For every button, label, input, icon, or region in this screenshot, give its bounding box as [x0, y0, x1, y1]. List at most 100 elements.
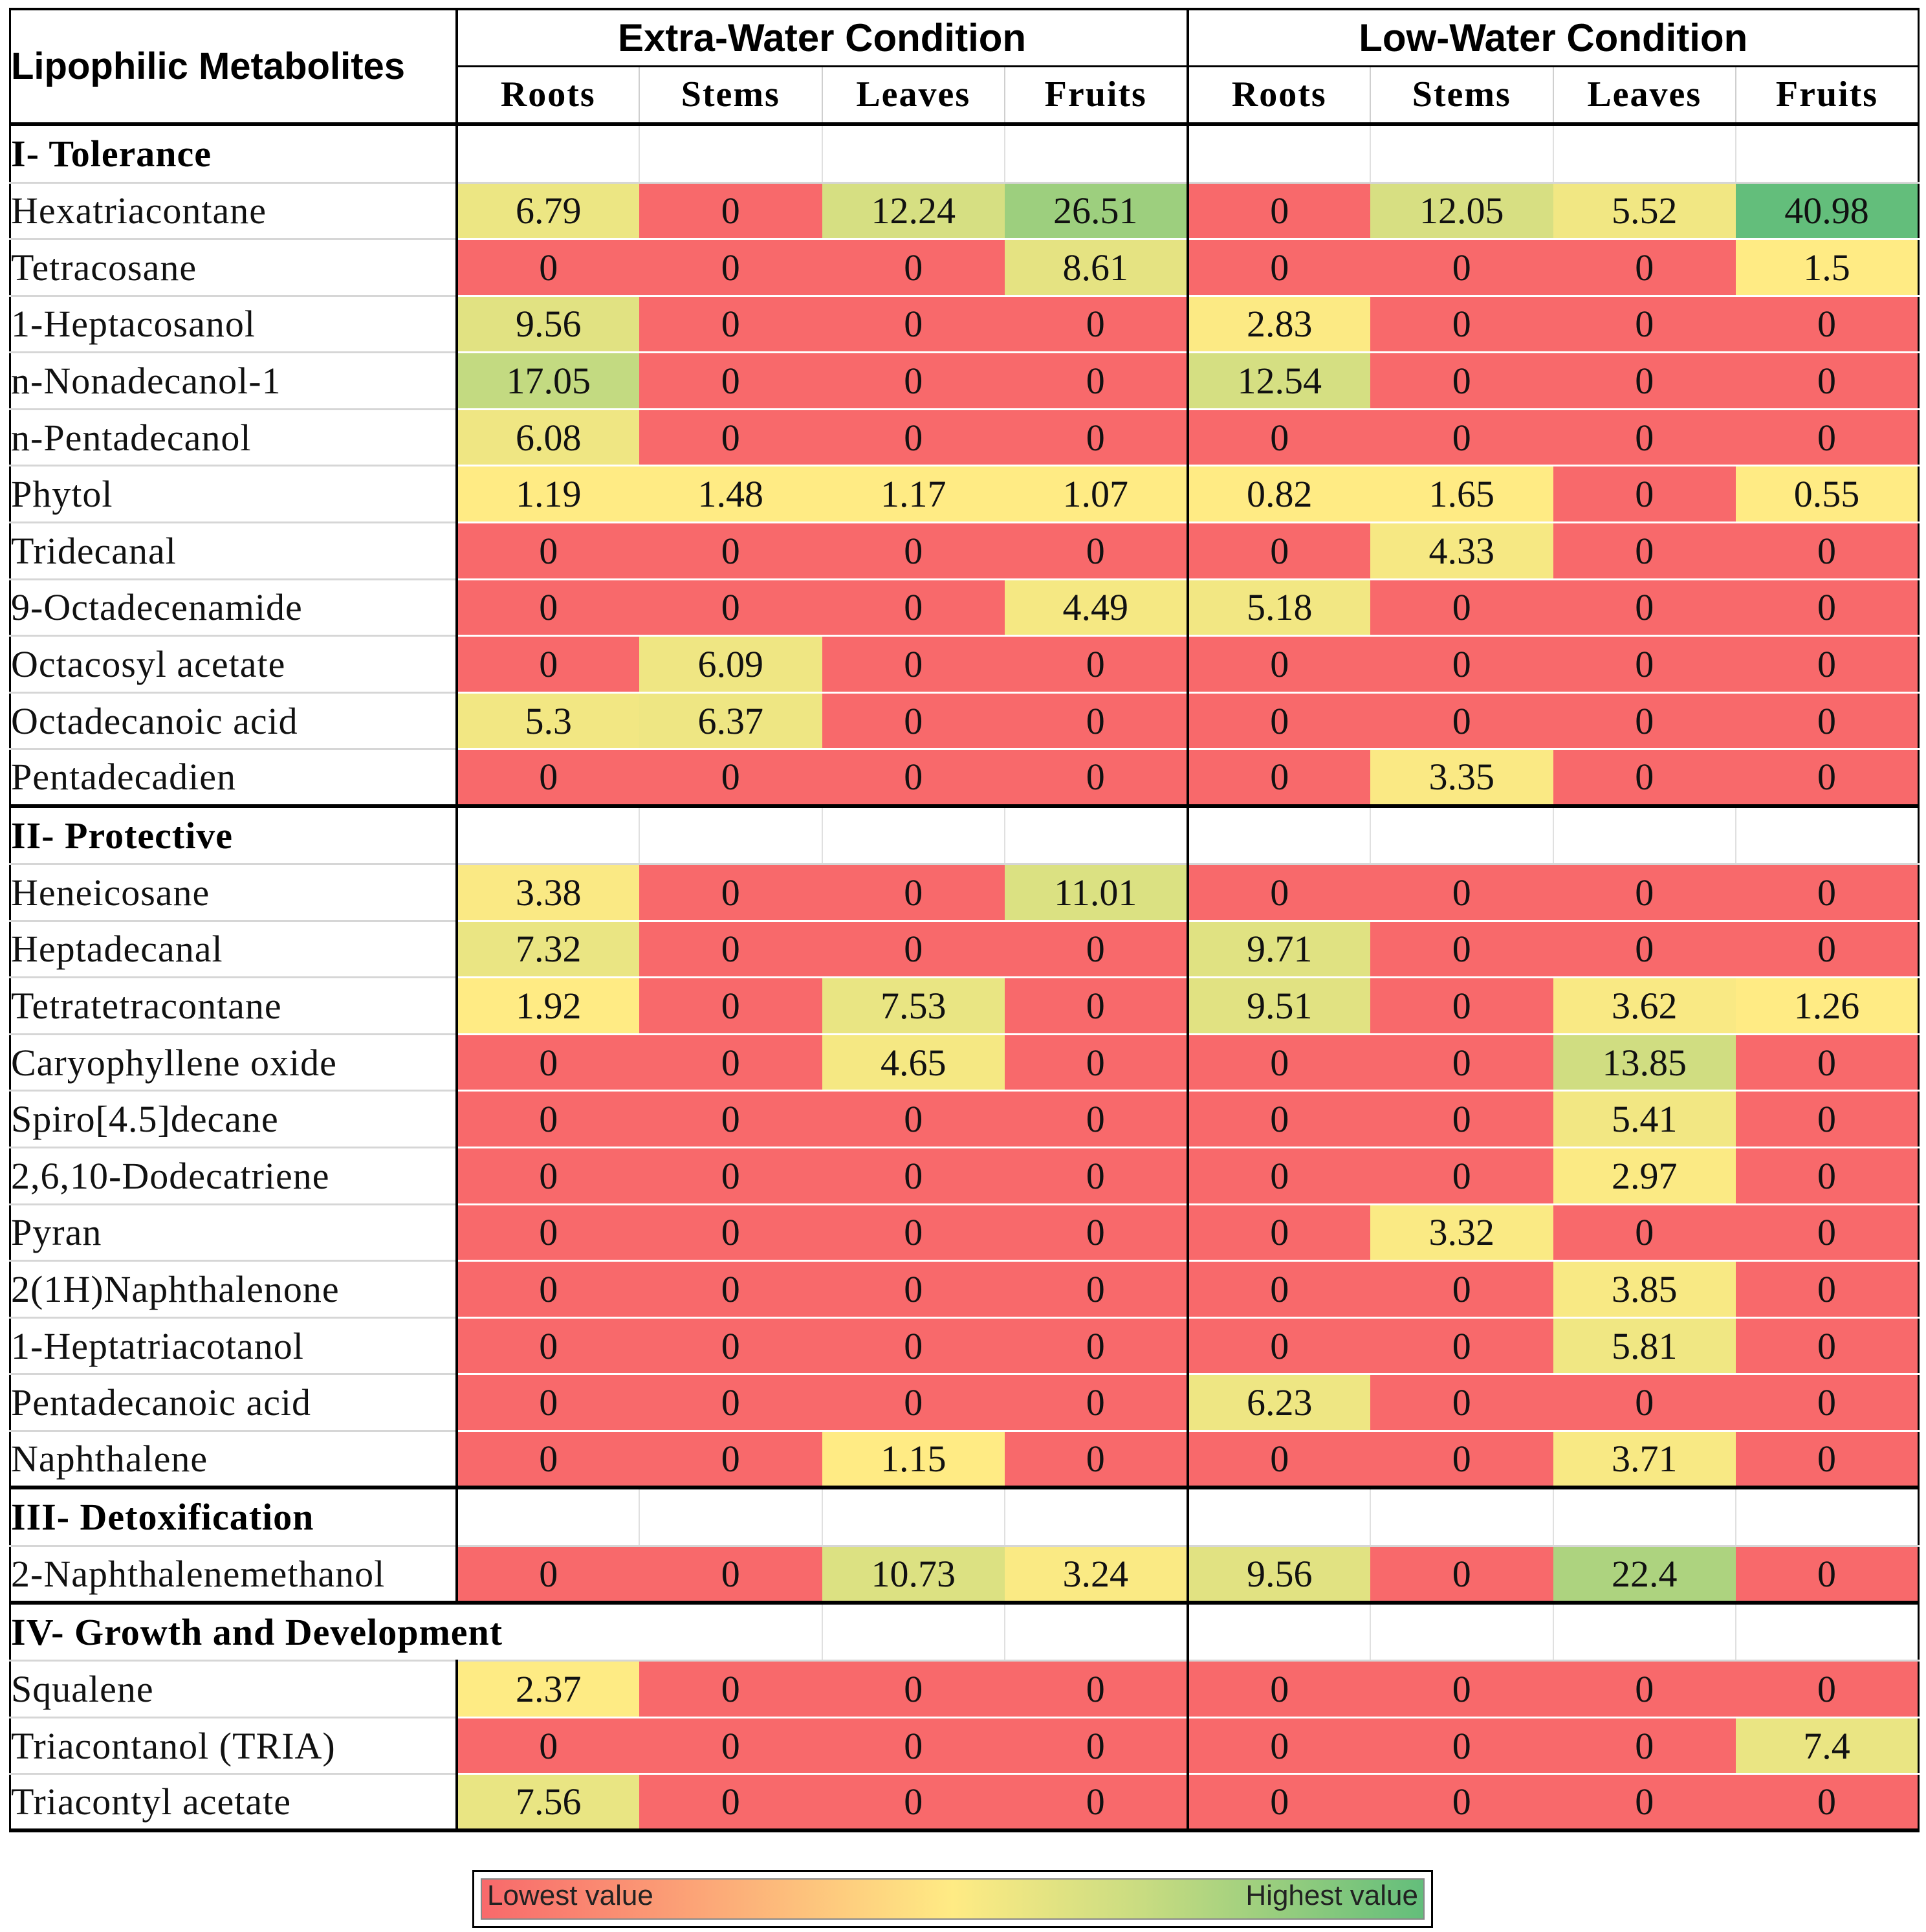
value-cell: 7.53 — [822, 977, 1005, 1035]
legend-gradient-bar — [481, 1878, 1425, 1920]
metabolite-name: 1-Heptacosanol — [9, 296, 458, 354]
value-cell: 0 — [1370, 1260, 1553, 1319]
value-cell: 0 — [456, 749, 639, 808]
metabolite-name: Phytol — [9, 465, 458, 524]
value-cell: 0 — [639, 1374, 822, 1432]
value-cell: 0 — [639, 1546, 822, 1605]
value-cell: 0 — [1187, 864, 1370, 922]
metabolite-name: 2,6,10-Dodecatriene — [9, 1147, 458, 1205]
metabolite-name: Octadecanoic acid — [9, 692, 458, 751]
value-cell: 7.56 — [456, 1773, 639, 1833]
value-cell: 0 — [1005, 921, 1189, 979]
column-header-roots: Roots — [1187, 66, 1371, 126]
value-cell: 3.35 — [1370, 749, 1553, 808]
value-cell: 0 — [822, 749, 1005, 808]
value-cell: 3.62 — [1553, 977, 1736, 1035]
heatmap-table: Lipophilic Metabolites Extra-Water Condi… — [9, 8, 1920, 1833]
value-cell: 13.85 — [1553, 1034, 1736, 1092]
section-blank-cell — [1005, 1487, 1189, 1547]
value-cell: 0 — [639, 1090, 822, 1148]
value-cell: 3.85 — [1553, 1260, 1736, 1319]
condition-header-low-water: Low-Water Condition — [1187, 8, 1920, 67]
value-cell: 0 — [1553, 635, 1736, 694]
value-cell: 6.23 — [1187, 1374, 1370, 1432]
value-cell: 0 — [822, 921, 1005, 979]
value-cell: 0 — [822, 522, 1005, 580]
value-cell: 0 — [1187, 1431, 1370, 1490]
section-blank-cell — [1370, 1602, 1554, 1662]
section-blank-cell — [456, 124, 640, 184]
value-cell: 0 — [1187, 1147, 1370, 1205]
value-cell: 0 — [1187, 1773, 1370, 1833]
value-cell: 5.52 — [1553, 182, 1736, 241]
value-cell: 0 — [1736, 1204, 1920, 1262]
value-cell: 0 — [456, 1717, 639, 1775]
value-cell: 5.18 — [1187, 579, 1370, 637]
value-cell: 0 — [1370, 1034, 1553, 1092]
column-header-roots: Roots — [456, 66, 640, 126]
value-cell: 0 — [1736, 921, 1920, 979]
value-cell: 0 — [639, 977, 822, 1035]
value-cell: 0.55 — [1736, 465, 1920, 524]
value-cell: 0 — [1187, 1090, 1370, 1148]
value-cell: 0 — [639, 1773, 822, 1833]
value-cell: 1.5 — [1736, 239, 1920, 297]
value-cell: 0 — [639, 1260, 822, 1319]
value-cell: 1.15 — [822, 1431, 1005, 1490]
value-cell: 0 — [639, 864, 822, 922]
table-body: I- Tolerance Hexatriacontane 6.79 0 12.24 26.… — [9, 124, 1920, 1833]
value-cell: 0 — [1736, 1773, 1920, 1833]
value-cell: 0 — [1187, 749, 1370, 808]
value-cell: 0 — [1005, 749, 1189, 808]
metabolite-name: Triacontanol (TRIA) — [9, 1717, 458, 1775]
table-row: 2-Naphthalenemethanol 0 0 10.73 3.24 9.56 0 22.… — [9, 1546, 1920, 1605]
value-cell: 0 — [1553, 239, 1736, 297]
value-cell: 0 — [1736, 296, 1920, 354]
metabolite-name: Hexatriacontane — [9, 182, 458, 241]
value-cell: 0 — [1553, 1773, 1736, 1833]
value-cell: 0 — [639, 1147, 822, 1205]
value-cell: 0 — [822, 1260, 1005, 1319]
value-cell: 4.65 — [822, 1034, 1005, 1092]
value-cell: 4.33 — [1370, 522, 1553, 580]
value-cell: 0 — [639, 1431, 822, 1490]
section-blank-cell — [1187, 806, 1371, 866]
value-cell: 0 — [1553, 692, 1736, 751]
section-blank-cell — [1370, 806, 1554, 866]
value-cell: 0 — [1005, 977, 1189, 1035]
value-cell: 0 — [1005, 296, 1189, 354]
value-cell: 0 — [639, 522, 822, 580]
value-cell: 1.17 — [822, 465, 1005, 524]
section-blank-cell — [1187, 1487, 1371, 1547]
table-row: Octacosyl acetate 0 6.09 0 0 0 0 0 0 — [9, 635, 1920, 694]
value-cell: 0 — [822, 296, 1005, 354]
value-cell: 0 — [1005, 1660, 1189, 1718]
value-cell: 0 — [456, 1546, 639, 1605]
value-cell: 0 — [1736, 409, 1920, 467]
metabolite-name: n-Pentadecanol — [9, 409, 458, 467]
value-cell: 0 — [822, 1317, 1005, 1376]
value-cell: 0 — [1553, 749, 1736, 808]
table-row: Pentadecanoic acid 0 0 0 0 6.23 0 0 0 — [9, 1374, 1920, 1432]
section-header-row: I- Tolerance — [9, 124, 1920, 184]
table-row: Tetratetracontane 1.92 0 7.53 0 9.51 0 3.62 1.26 — [9, 977, 1920, 1035]
section-blank-cell — [456, 806, 640, 866]
value-cell: 5.41 — [1553, 1090, 1736, 1148]
value-cell: 17.05 — [456, 352, 639, 410]
metabolite-name: Squalene — [9, 1660, 458, 1718]
column-header-fruits: Fruits — [1736, 66, 1920, 126]
value-cell: 0 — [1187, 522, 1370, 580]
table-row: Heneicosane 3.38 0 0 11.01 0 0 0 0 — [9, 864, 1920, 922]
value-cell: 0 — [1005, 1090, 1189, 1148]
value-cell: 0 — [1370, 1317, 1553, 1376]
section-header-row: IV- Growth and Development — [9, 1602, 1920, 1662]
value-cell: 0 — [639, 921, 822, 979]
section-blank-cell — [1553, 1487, 1736, 1547]
section-header-row: III- Detoxification — [9, 1487, 1920, 1547]
section-blank-cell — [1736, 1487, 1920, 1547]
metabolite-name: Octacosyl acetate — [9, 635, 458, 694]
value-cell: 0 — [822, 635, 1005, 694]
value-cell: 0 — [456, 1260, 639, 1319]
section-blank-cell — [822, 1602, 1005, 1662]
value-cell: 0 — [1736, 1317, 1920, 1376]
